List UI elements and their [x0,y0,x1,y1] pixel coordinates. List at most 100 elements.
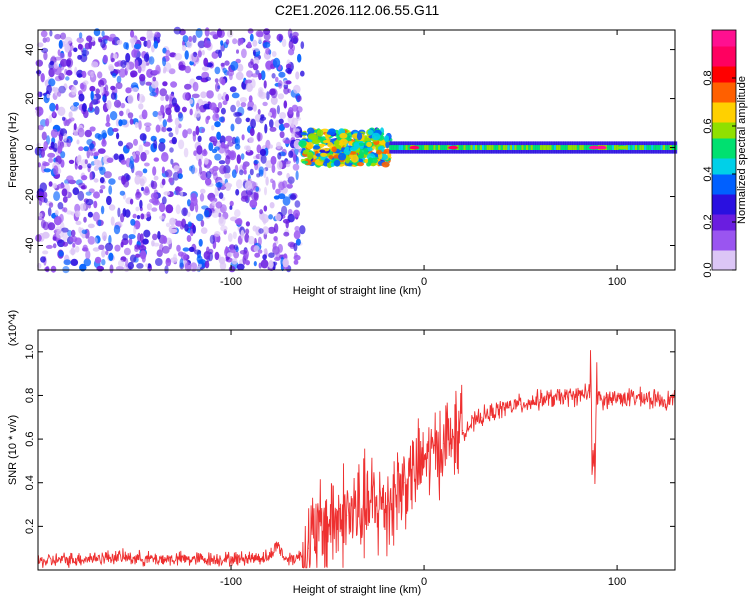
spectrogram-hotspot [617,145,628,150]
spectrogram-band-core [461,145,465,150]
spectrogram-cell [155,124,161,133]
spectrogram-hotspot [596,145,607,150]
spectrogram-cell [43,141,48,150]
spectrogram-cell [273,223,279,234]
colorbar-segment [712,50,736,55]
colorbar-segment [712,106,736,111]
colorbar-segment [712,206,736,211]
spectrogram-cell [300,70,305,77]
snr-ylabel: SNR (10 * v/v) [7,415,19,485]
colorbar: 0.0 0.2 0.4 0.6 0.8 Normalized spectral ampl… [702,29,748,278]
spectrogram-cell [123,42,128,50]
spectrogram-cell [78,165,83,170]
spectrogram-cell [141,186,144,192]
spectrogram-band-core [486,145,490,150]
spectrogram-band-core [493,145,497,150]
spectrogram-cell [166,118,173,123]
spectrogram-cell [195,108,201,118]
spectrogram-band-core [641,145,645,150]
spectrogram-cell [216,131,222,140]
spectrogram-cell [197,40,206,49]
spectrogram-cell [89,102,93,112]
spectrogram-cell [339,132,348,139]
spectrogram-cell [73,47,78,53]
spectrogram-cell [239,169,244,176]
spectrogram-cell [273,195,280,200]
snr-point [114,556,116,558]
spectrogram-cell [149,91,157,97]
spectrogram-cell [230,61,239,71]
snr-point [442,443,444,444]
spectrogram-cell [248,61,255,69]
spectrogram-cell [281,205,288,216]
spectrogram-cell [106,157,114,163]
spectrogram-cell [151,180,158,190]
spectrogram-band-core [519,145,522,150]
spectrogram-cell [182,35,189,43]
spectrogram-cell [85,191,92,196]
spectrogram-band-core [658,145,661,150]
spectrogram-cell [288,107,294,115]
spectrogram-cell [60,58,68,67]
snr-point [346,515,348,516]
spectrogram-cell [52,243,57,249]
spectrogram-cell [135,194,141,200]
spectrogram-cell [40,30,48,38]
spectrogram-cell [57,202,64,210]
spectrogram-cell [135,206,140,212]
snr-panel: -100 0 100 0.2 0.4 0.6 0.8 1.0 Height of straig… [7,310,676,596]
spectrogram-cell [282,196,291,206]
spectrogram-cell [99,177,105,184]
spectrogram-cell [43,168,52,173]
spectrogram-cell [219,135,226,145]
spectrogram-cell [257,236,262,246]
spectrogram-cell [131,49,138,58]
spectrogram-band-core [572,145,576,150]
spectrogram-cell [110,57,115,63]
spectrogram-cell [112,53,118,60]
spectrogram-cell [159,138,166,144]
spectrogram-cell [316,129,324,137]
spectrogram-cell [145,81,152,86]
spectrogram-cell [94,256,102,264]
spectrogram-cell [126,61,130,72]
spectrogram-cell [356,162,364,167]
spectrogram-cell [229,86,237,93]
spectrogram-cell [187,221,192,227]
spectrogram-cell [168,177,173,183]
spectrogram-cell [283,160,292,165]
spectrogram-band-core [634,145,638,150]
spectrogram-cell [192,81,199,92]
spectrogram-cell [49,30,53,37]
spectrogram-cell [283,139,291,144]
spectrogram-cell [120,119,128,126]
spectrogram-cell [365,137,371,142]
spectrogram-cell [151,70,160,75]
spectrogram-cell [262,226,270,235]
spectrogram-cell [183,147,189,158]
colorbar-segment [712,82,736,87]
figure-title: C2E1.2026.112.06.55.G11 [275,2,440,18]
spectrogram-cell [272,57,281,68]
spectrogram-cell [133,43,142,50]
spectrogram-cell [90,61,99,68]
spectrogram-cell [319,149,326,153]
spectrogram-cell [338,152,347,161]
spectrogram-cell [139,73,146,82]
spectrogram-band-core [431,145,434,150]
spectrogram-cell [275,76,279,83]
spectrogram-cell [209,102,217,111]
spectrogram-cell [158,202,166,213]
spectrogram-cell [153,157,159,162]
spectrogram-axes: -100 0 100 -40 -20 0 20 40 [24,30,675,288]
spectrogram-cell [306,142,314,150]
spectrogram-cell [139,199,143,209]
spectrogram-cell [89,150,93,157]
spectrogram-band-core [398,145,402,150]
spectrogram-cell [108,234,112,245]
snr-point [153,558,155,560]
spectrogram-cell [57,145,63,154]
spectrogram-cell [235,217,243,226]
spectrogram-cell [195,152,203,162]
spectrogram-cell [215,182,223,188]
